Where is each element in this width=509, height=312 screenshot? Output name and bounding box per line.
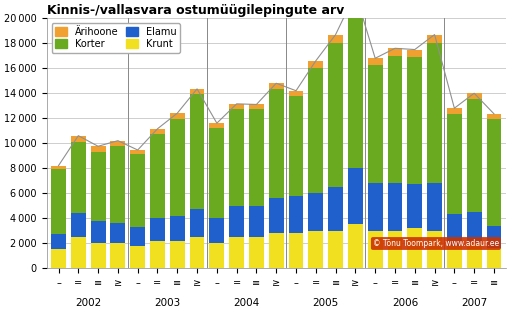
Bar bbox=[387, 183, 402, 231]
Bar bbox=[268, 90, 283, 198]
Bar bbox=[229, 104, 244, 110]
Bar bbox=[248, 110, 263, 206]
Bar bbox=[91, 221, 105, 243]
Bar bbox=[407, 228, 421, 268]
Bar bbox=[189, 209, 204, 237]
Bar bbox=[367, 65, 382, 183]
Bar bbox=[51, 249, 66, 268]
Bar bbox=[466, 93, 480, 100]
Bar bbox=[209, 123, 224, 128]
Bar bbox=[169, 113, 184, 119]
Bar bbox=[407, 50, 421, 57]
Bar bbox=[308, 68, 323, 193]
Bar bbox=[446, 108, 461, 115]
Bar bbox=[486, 226, 500, 248]
Bar bbox=[169, 241, 184, 268]
Bar bbox=[446, 214, 461, 246]
Bar bbox=[288, 233, 303, 268]
Bar bbox=[308, 231, 323, 268]
Bar bbox=[367, 231, 382, 268]
Bar bbox=[446, 115, 461, 214]
Bar bbox=[91, 243, 105, 268]
Bar bbox=[91, 152, 105, 221]
Bar bbox=[248, 206, 263, 237]
Bar bbox=[367, 58, 382, 65]
Bar bbox=[229, 237, 244, 268]
Bar bbox=[347, 0, 362, 3]
Text: Kinnis-/vallasvara ostumüügilepingute arv: Kinnis-/vallasvara ostumüügilepingute ar… bbox=[46, 4, 343, 17]
Bar bbox=[209, 243, 224, 268]
Bar bbox=[51, 234, 66, 249]
Bar bbox=[189, 95, 204, 209]
Bar bbox=[308, 61, 323, 68]
Bar bbox=[347, 168, 362, 224]
Bar bbox=[229, 110, 244, 206]
Bar bbox=[150, 129, 164, 134]
Bar bbox=[71, 213, 86, 237]
Bar bbox=[387, 48, 402, 56]
Bar bbox=[486, 114, 500, 119]
Bar bbox=[71, 142, 86, 213]
Bar bbox=[288, 96, 303, 196]
Bar bbox=[110, 141, 125, 146]
Bar bbox=[268, 233, 283, 268]
Bar bbox=[407, 57, 421, 184]
Bar bbox=[446, 246, 461, 268]
Bar bbox=[150, 134, 164, 218]
Bar bbox=[51, 169, 66, 234]
Bar bbox=[130, 154, 145, 227]
Bar bbox=[110, 146, 125, 223]
Bar bbox=[169, 216, 184, 241]
Bar bbox=[347, 224, 362, 268]
Bar bbox=[130, 150, 145, 154]
Bar bbox=[308, 193, 323, 231]
Bar bbox=[189, 89, 204, 95]
Bar bbox=[407, 184, 421, 228]
Bar bbox=[229, 206, 244, 237]
Bar bbox=[268, 83, 283, 90]
Bar bbox=[288, 196, 303, 233]
Bar bbox=[347, 3, 362, 168]
Bar bbox=[169, 119, 184, 216]
Bar bbox=[110, 243, 125, 268]
Bar bbox=[130, 227, 145, 246]
Text: © Tõnu Toompark, www.adaur.ee: © Tõnu Toompark, www.adaur.ee bbox=[372, 239, 498, 248]
Bar bbox=[110, 223, 125, 243]
Bar bbox=[328, 35, 343, 43]
Legend: Ärihoone, Korter, Elamu, Krunt: Ärihoone, Korter, Elamu, Krunt bbox=[51, 23, 180, 53]
Bar bbox=[288, 91, 303, 96]
Bar bbox=[387, 231, 402, 268]
Bar bbox=[248, 237, 263, 268]
Bar bbox=[51, 166, 66, 169]
Bar bbox=[328, 187, 343, 231]
Bar bbox=[71, 136, 86, 142]
Bar bbox=[209, 128, 224, 218]
Bar bbox=[466, 243, 480, 268]
Bar bbox=[150, 241, 164, 268]
Bar bbox=[209, 218, 224, 243]
Bar bbox=[91, 146, 105, 152]
Bar bbox=[466, 100, 480, 212]
Bar bbox=[189, 237, 204, 268]
Bar bbox=[130, 246, 145, 268]
Bar bbox=[328, 43, 343, 187]
Bar bbox=[427, 231, 441, 268]
Bar bbox=[150, 218, 164, 241]
Bar bbox=[328, 231, 343, 268]
Bar bbox=[248, 105, 263, 110]
Bar bbox=[387, 56, 402, 183]
Bar bbox=[427, 183, 441, 231]
Bar bbox=[367, 183, 382, 231]
Bar bbox=[486, 248, 500, 268]
Bar bbox=[427, 43, 441, 183]
Bar bbox=[486, 119, 500, 226]
Bar bbox=[71, 237, 86, 268]
Bar bbox=[268, 198, 283, 233]
Bar bbox=[466, 212, 480, 243]
Bar bbox=[427, 35, 441, 43]
